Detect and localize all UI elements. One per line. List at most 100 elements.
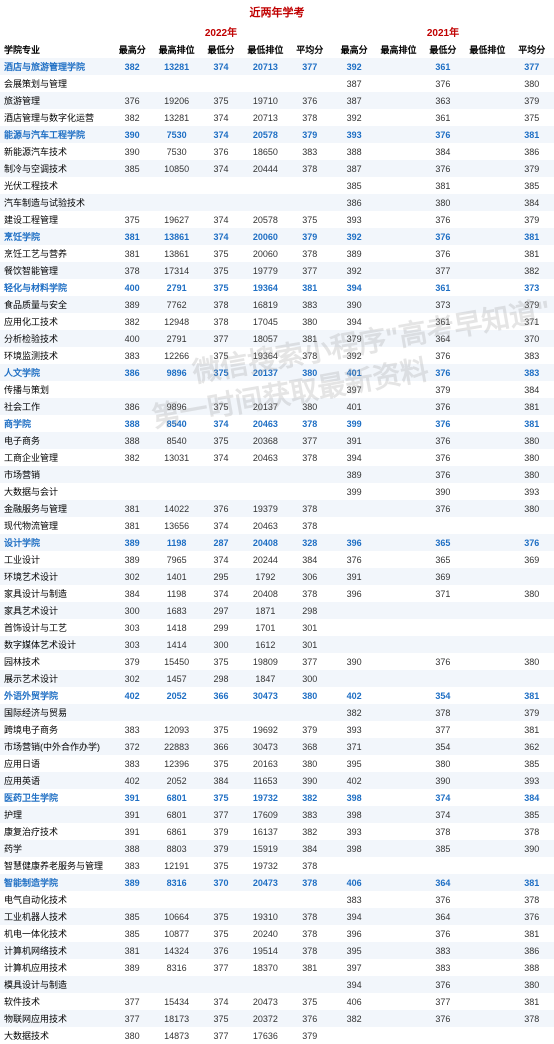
cell: 376 <box>421 976 465 993</box>
cell: 380 <box>288 687 332 704</box>
major-name: 护理 <box>0 806 110 823</box>
cell: 17636 <box>243 1027 287 1044</box>
cell: 382 <box>332 704 376 721</box>
cell: 376 <box>421 1010 465 1027</box>
cell: 20463 <box>243 517 287 534</box>
cell <box>465 704 509 721</box>
cell: 397 <box>332 959 376 976</box>
major-name: 环境监测技术 <box>0 347 110 364</box>
major-row: 制冷与空调技术3851085037420444378387376379 <box>0 160 554 177</box>
major-row: 园林技术3791545037519809377390376380 <box>0 653 554 670</box>
major-row: 大数据技术3801487337717636379 <box>0 1027 554 1044</box>
cell: 380 <box>510 75 554 92</box>
cell: 378 <box>288 449 332 466</box>
cell <box>465 653 509 670</box>
cell: 379 <box>199 823 243 840</box>
cell: 378 <box>421 704 465 721</box>
cell <box>421 670 465 687</box>
cell: 378 <box>421 823 465 840</box>
cell: 382 <box>288 823 332 840</box>
college-row: 设计学院389119828720408328396365376 <box>0 534 554 551</box>
cell: 381 <box>421 177 465 194</box>
cell: 361 <box>421 279 465 296</box>
cell: 399 <box>332 415 376 432</box>
cell <box>376 653 420 670</box>
cell: 381 <box>510 687 554 704</box>
major-name: 分析检验技术 <box>0 330 110 347</box>
cell: 380 <box>510 466 554 483</box>
major-name: 园林技术 <box>0 653 110 670</box>
cell: 380 <box>510 449 554 466</box>
cell <box>376 874 420 891</box>
major-row: 应用英语402205238411653390402390393 <box>0 772 554 789</box>
cell: 14873 <box>154 1027 198 1044</box>
cell: 20060 <box>243 228 287 245</box>
major-name: 酒店与旅游管理学院 <box>0 58 110 75</box>
cell: 12093 <box>154 721 198 738</box>
cell: 10664 <box>154 908 198 925</box>
cell: 1401 <box>154 568 198 585</box>
cell <box>376 585 420 602</box>
cell: 376 <box>332 551 376 568</box>
cell: 383 <box>110 347 154 364</box>
cell: 20408 <box>243 534 287 551</box>
cell <box>199 483 243 500</box>
cell: 376 <box>421 891 465 908</box>
cell <box>465 228 509 245</box>
cell: 381 <box>110 500 154 517</box>
cell <box>376 177 420 194</box>
cell <box>376 92 420 109</box>
cell: 377 <box>288 262 332 279</box>
cell <box>332 1027 376 1044</box>
cell: 375 <box>199 364 243 381</box>
cell: 374 <box>199 517 243 534</box>
cell <box>243 704 287 721</box>
cell <box>465 959 509 976</box>
cell: 20163 <box>243 755 287 772</box>
cell: 375 <box>199 262 243 279</box>
cell: 14022 <box>154 500 198 517</box>
cell: 378 <box>288 942 332 959</box>
cell: 381 <box>510 721 554 738</box>
major-name: 康复治疗技术 <box>0 823 110 840</box>
cell: 375 <box>199 653 243 670</box>
major-name: 烹饪工艺与营养 <box>0 245 110 262</box>
cell: 2052 <box>154 772 198 789</box>
cell: 384 <box>110 585 154 602</box>
major-row: 大数据与会计399390393 <box>0 483 554 500</box>
cell: 406 <box>332 993 376 1010</box>
major-row: 药学388880337915919384398385390 <box>0 840 554 857</box>
cell: 378 <box>288 415 332 432</box>
cell <box>376 772 420 789</box>
cell: 13861 <box>154 245 198 262</box>
major-row: 新能源汽车技术390753037618650383388384386 <box>0 143 554 160</box>
cell: 395 <box>332 755 376 772</box>
cell: 378 <box>288 109 332 126</box>
cell: 19206 <box>154 92 198 109</box>
cell <box>243 891 287 908</box>
cell: 20578 <box>243 126 287 143</box>
cell: 19732 <box>243 857 287 874</box>
cell: 298 <box>288 602 332 619</box>
cell: 385 <box>510 755 554 772</box>
cell <box>376 483 420 500</box>
cell: 389 <box>110 959 154 976</box>
major-row: 烹饪工艺与营养3811386137520060378389376381 <box>0 245 554 262</box>
cell: 303 <box>110 636 154 653</box>
cell <box>376 738 420 755</box>
cell: 380 <box>510 653 554 670</box>
cell: 376 <box>421 228 465 245</box>
cell: 392 <box>332 58 376 75</box>
cell: 1683 <box>154 602 198 619</box>
cell: 301 <box>288 619 332 636</box>
cell: 375 <box>510 109 554 126</box>
cell <box>465 177 509 194</box>
cell: 389 <box>110 551 154 568</box>
cell: 18650 <box>243 143 287 160</box>
cell: 377 <box>288 653 332 670</box>
cell: 384 <box>288 840 332 857</box>
cell: 299 <box>199 619 243 636</box>
cell <box>465 721 509 738</box>
cell: 386 <box>110 398 154 415</box>
cell: 375 <box>288 993 332 1010</box>
